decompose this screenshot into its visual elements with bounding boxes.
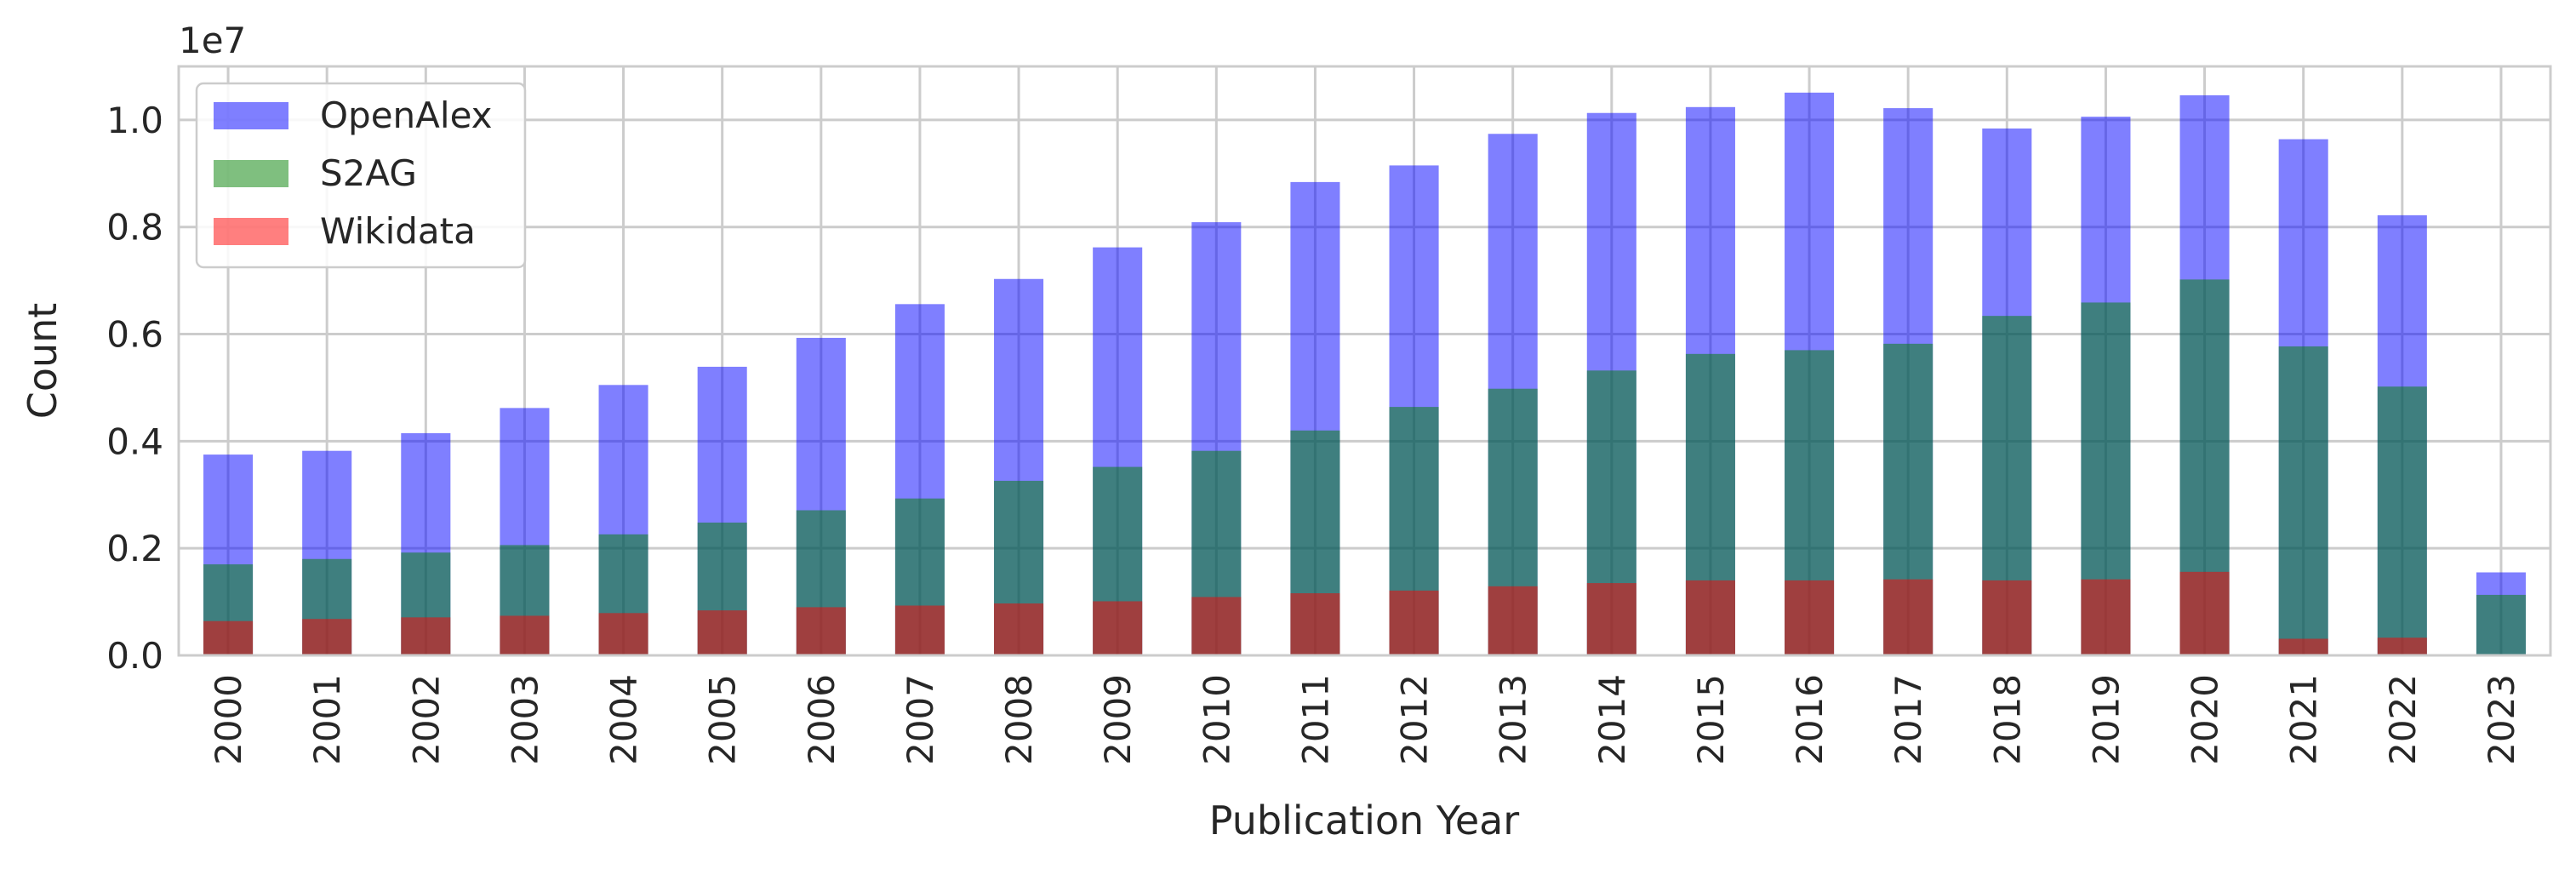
bar-wikidata-2018 — [1982, 580, 2032, 655]
bar-wikidata-2007 — [894, 605, 945, 655]
x-tick-label: 2006 — [801, 674, 842, 765]
x-tick-label: 2005 — [702, 674, 744, 765]
x-tick-label: 2017 — [1888, 674, 1929, 765]
y-tick-label: 0.0 — [106, 635, 163, 677]
plot-frame — [177, 65, 2552, 657]
legend-swatch-wikidata — [214, 218, 288, 245]
bar-wikidata-2020 — [2179, 571, 2230, 655]
bar-wikidata-2000 — [203, 620, 254, 655]
x-tick-label: 2014 — [1591, 674, 1633, 765]
bar-wikidata-2009 — [1093, 601, 1143, 655]
x-tick-label: 2000 — [208, 674, 249, 765]
bar-wikidata-2022 — [2377, 637, 2427, 655]
bar-wikidata-2011 — [1290, 593, 1340, 655]
x-tick-label: 2009 — [1097, 674, 1139, 765]
x-tick-label: 2020 — [2185, 674, 2226, 765]
y-tick-label: 0.2 — [106, 528, 163, 569]
bar-wikidata-2012 — [1389, 590, 1439, 655]
x-tick-label: 2013 — [1493, 674, 1534, 765]
x-axis-label: Publication Year — [1209, 798, 1520, 843]
bar-wikidata-2013 — [1488, 586, 1538, 655]
legend-label-s2ag: S2AG — [320, 152, 417, 194]
bar-wikidata-2002 — [401, 617, 451, 655]
y-tick-label: 0.6 — [106, 314, 163, 356]
x-tick-labels: 2000 2001 2002 2003 2004 2005 2006 2007 2008 2009… — [208, 674, 2522, 765]
bar-wikidata-2001 — [302, 619, 352, 655]
bar-s2ag-2021 — [2278, 346, 2328, 655]
x-tick-label: 2008 — [998, 674, 1040, 765]
x-tick-label: 2010 — [1196, 674, 1237, 765]
legend: OpenAlex S2AG Wikidata — [195, 82, 527, 269]
x-tick-label: 2018 — [1986, 674, 2028, 765]
y-tick-label: 1.0 — [106, 100, 163, 141]
bar-wikidata-2008 — [994, 603, 1044, 655]
x-tick-label: 2021 — [2283, 674, 2325, 765]
bar-wikidata-2010 — [1191, 597, 1242, 655]
x-tick-label: 2011 — [1294, 674, 1336, 765]
legend-label-openalex: OpenAlex — [320, 94, 493, 136]
bar-wikidata-2019 — [2081, 579, 2131, 655]
bar-wikidata-2014 — [1586, 583, 1636, 655]
x-tick-label: 2007 — [900, 674, 941, 765]
x-tick-label: 2022 — [2382, 674, 2424, 765]
x-tick-label: 2002 — [405, 674, 447, 765]
bar-wikidata-2021 — [2278, 638, 2328, 655]
y-offset-text: 1e7 — [179, 20, 246, 61]
bar-wikidata-2017 — [1883, 579, 1933, 655]
bar-s2ag-2023 — [2476, 594, 2526, 655]
legend-swatch-openalex — [214, 102, 288, 129]
x-tick-label: 2001 — [306, 674, 348, 765]
y-tick-label: 0.8 — [106, 207, 163, 249]
legend-label-wikidata: Wikidata — [320, 210, 476, 252]
x-tick-label: 2016 — [1789, 674, 1831, 765]
y-axis-label: Count — [20, 303, 66, 420]
bar-wikidata-2004 — [598, 613, 648, 655]
bar-wikidata-2016 — [1785, 580, 1835, 655]
x-tick-label: 2003 — [504, 674, 545, 765]
y-tick-label: 0.4 — [106, 420, 163, 462]
x-tick-label: 2004 — [603, 674, 645, 765]
x-tick-label: 2019 — [2085, 674, 2127, 765]
bar-wikidata-2003 — [500, 615, 550, 655]
y-tick-labels: 0.0 0.2 0.4 0.6 0.8 1.0 — [106, 100, 163, 677]
x-tick-label: 2015 — [1690, 674, 1732, 765]
bar-s2ag-2022 — [2377, 386, 2427, 655]
legend-swatch-s2ag — [214, 160, 288, 187]
bar-wikidata-2006 — [796, 607, 846, 655]
x-tick-label: 2012 — [1394, 674, 1436, 765]
x-tick-label: 2023 — [2481, 674, 2522, 765]
bar-wikidata-2015 — [1685, 580, 1735, 655]
bar-wikidata-2005 — [697, 610, 747, 655]
bars — [203, 92, 2526, 656]
